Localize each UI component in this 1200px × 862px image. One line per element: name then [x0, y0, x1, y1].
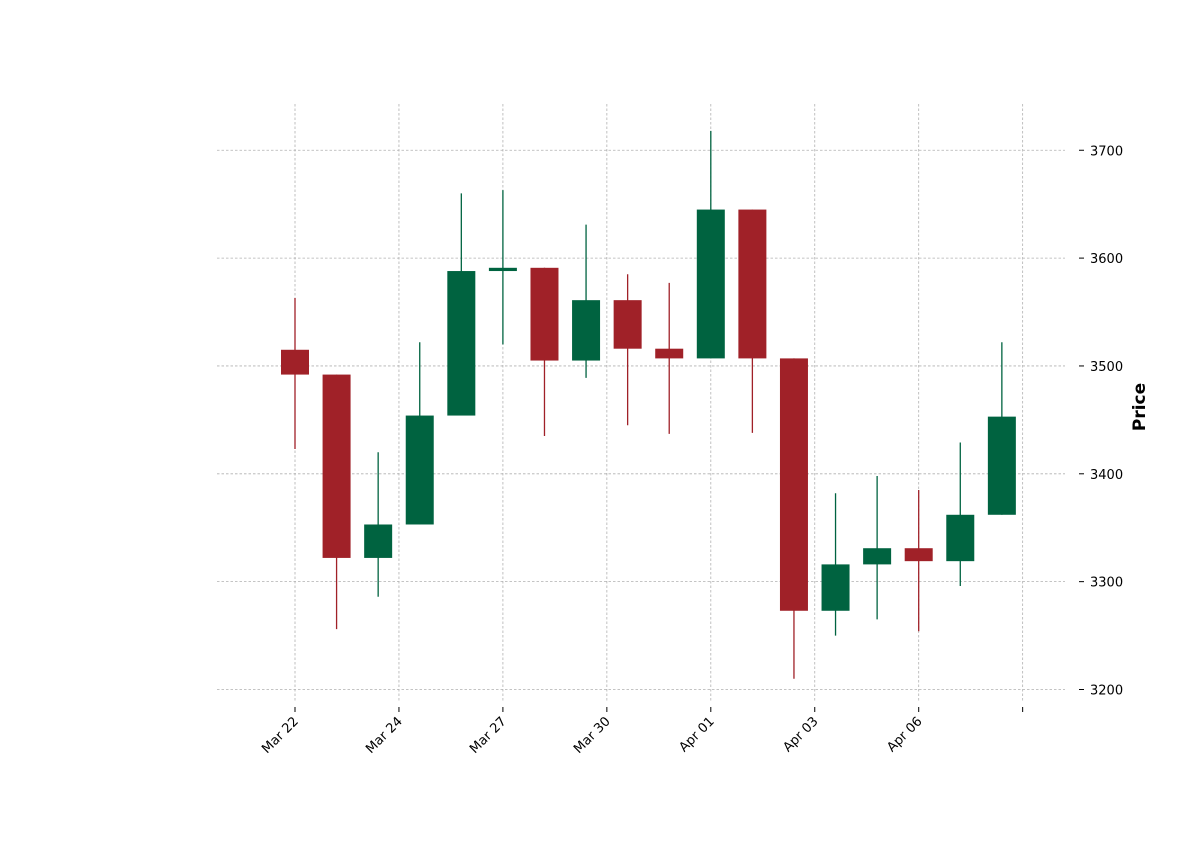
candle-body [863, 548, 892, 565]
candle-up [821, 493, 850, 636]
x-tick-label: Apr 06 [884, 714, 925, 755]
x-tick-label: Mar 24 [363, 714, 406, 757]
candle-up [946, 442, 975, 586]
x-tick-label: Mar 27 [467, 714, 510, 757]
x-tick-label: Mar 22 [259, 714, 302, 757]
candle-down [281, 298, 309, 449]
candle-up [863, 475, 892, 620]
candles [281, 130, 1016, 679]
candle-body [613, 300, 642, 349]
candle-body [987, 416, 1016, 515]
candle-body [738, 209, 767, 359]
x-gridlines [294, 104, 1024, 701]
x-axis: Mar 22 Mar 24 Mar 27 Mar 30 Apr 01 Apr 03 Apr … [259, 707, 1024, 757]
x-tick-label: Apr 03 [780, 714, 821, 755]
candle-up [364, 452, 393, 597]
candle-body [572, 300, 601, 361]
candle-down [613, 274, 642, 426]
candle-body [821, 564, 850, 611]
candle-body [488, 267, 517, 272]
y-tick-label: 3700 [1090, 144, 1123, 159]
y-tick-label: 3600 [1090, 252, 1123, 267]
candle-up [987, 342, 1016, 515]
candle-body [696, 209, 725, 359]
y-gridlines [217, 149, 1065, 690]
x-tick-label: Mar 30 [571, 714, 614, 757]
y-axis: 3200 3300 3400 3500 3600 3700 [1079, 144, 1123, 699]
candle-body [779, 358, 808, 611]
y-tick-label: 3500 [1090, 360, 1123, 375]
candle-down [779, 358, 808, 679]
candle-up [488, 190, 517, 345]
candle-body [655, 348, 684, 359]
y-tick-label: 3400 [1090, 468, 1123, 483]
y-axis-label: Price [1130, 383, 1150, 431]
y-tick-label: 3200 [1090, 684, 1123, 699]
candle-up [405, 342, 434, 525]
y-tick-label: 3300 [1090, 576, 1123, 591]
candle-down [904, 489, 933, 632]
candle-down [738, 209, 767, 433]
candle-body [447, 271, 476, 416]
candle-down [655, 282, 684, 434]
candle-body [405, 415, 434, 525]
candle-up [447, 193, 476, 416]
candle-body [530, 267, 559, 361]
candle-body [904, 548, 933, 562]
candle-up [572, 224, 601, 378]
x-tick-label: Apr 01 [676, 714, 717, 755]
candle-down [322, 374, 351, 630]
candle-body [946, 514, 975, 562]
candle-body [322, 374, 351, 558]
candle-body [281, 349, 309, 375]
candle-body [364, 524, 393, 558]
candle-up [696, 130, 725, 359]
candle-down [530, 267, 559, 437]
